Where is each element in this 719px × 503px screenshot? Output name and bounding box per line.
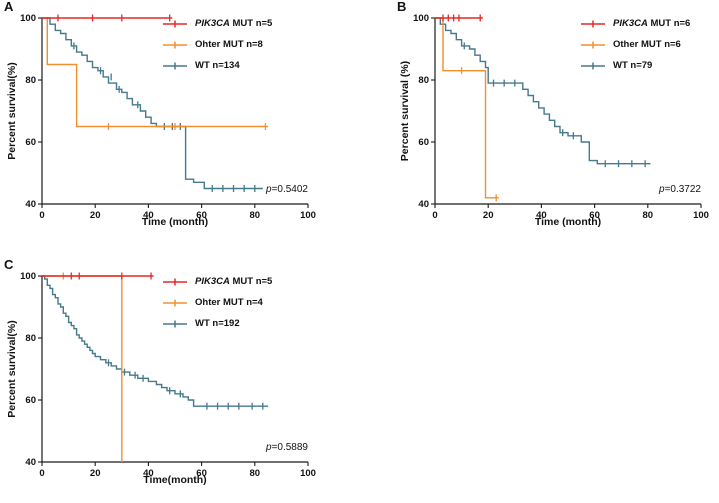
legend-line-icon xyxy=(163,278,187,285)
x-tick-label: 100 xyxy=(300,210,316,221)
p-symbol: p xyxy=(266,184,272,195)
x-tick-label: 40 xyxy=(536,210,547,221)
x-tick-label: 40 xyxy=(143,468,154,479)
x-tick-label: 40 xyxy=(143,210,154,221)
y-tick-label: 60 xyxy=(25,137,36,148)
x-tick-label: 80 xyxy=(250,210,261,221)
km-curve-other xyxy=(435,17,499,199)
p-symbol: p xyxy=(659,184,665,195)
km-plot-C: 0 20 40 60 80 100 40 60 80 100 xyxy=(20,271,316,479)
x-tick-label: 20 xyxy=(90,468,101,479)
p-value: p=0.5402 xyxy=(266,184,308,195)
legend-label: WT n=79 xyxy=(613,60,653,71)
x-tick-label: 60 xyxy=(196,468,207,479)
p-value: p=0.5889 xyxy=(266,442,308,453)
y-tick-label: 100 xyxy=(413,13,429,24)
x-axis-title: Time(month) xyxy=(143,474,207,486)
legend-label: Ohter MUT n=8 xyxy=(195,39,263,50)
legend-item-other: Ohter MUT n=8 xyxy=(162,39,272,50)
panel-C: C 0 20 40 60 80 100 40 60 80 100 Percent survival… xyxy=(2,257,326,503)
x-tick-label: 0 xyxy=(39,210,44,221)
x-axis-title: Time (month) xyxy=(534,216,602,228)
p-number: =0.5402 xyxy=(271,184,308,195)
legend-line-icon xyxy=(163,62,187,69)
x-tick-label: 80 xyxy=(250,468,261,479)
x-tick-label: 0 xyxy=(432,210,437,221)
legend-line-icon xyxy=(163,299,187,306)
y-tick-label: 100 xyxy=(20,13,36,24)
legend-line-icon xyxy=(581,20,605,27)
legend: PIK3CA MUT n=5 Ohter MUT n=8 WT n=134 xyxy=(162,18,272,71)
p-number: =0.5889 xyxy=(271,442,308,453)
x-tick-label: 20 xyxy=(90,210,101,221)
legend-item-wt: WT n=192 xyxy=(162,318,272,329)
legend-label: Other MUT n=6 xyxy=(613,39,681,50)
y-tick-label: 80 xyxy=(25,333,36,344)
legend-item-wt: WT n=79 xyxy=(580,60,690,71)
legend: PIK3CA MUT n=5 Ohter MUT n=4 WT n=192 xyxy=(162,276,272,329)
y-tick-label: 40 xyxy=(25,199,36,210)
panel-label: A xyxy=(4,0,14,14)
panel-label: C xyxy=(4,257,14,272)
x-tick-label: 100 xyxy=(300,468,316,479)
legend-line-icon xyxy=(163,320,187,327)
p-number: =0.3722 xyxy=(664,184,701,195)
legend-item-pik3ca: PIK3CA MUT n=6 xyxy=(580,18,690,29)
legend-line-icon xyxy=(581,62,605,69)
x-tick-label: 60 xyxy=(589,210,600,221)
km-curve-wt xyxy=(42,17,263,190)
legend-item-other: Ohter MUT n=4 xyxy=(162,297,272,308)
y-tick-label: 40 xyxy=(25,457,36,468)
legend-item-pik3ca: PIK3CA MUT n=5 xyxy=(162,276,272,287)
panel-B: B 0 20 40 60 80 100 40 60 80 100 Percent survival… xyxy=(395,0,719,250)
km-curve-wt xyxy=(42,275,269,407)
legend-line-icon xyxy=(163,20,187,27)
y-tick-label: 60 xyxy=(25,395,36,406)
legend-label: Ohter MUT n=4 xyxy=(195,297,263,308)
legend-label: PIK3CA MUT n=6 xyxy=(613,18,691,29)
legend: PIK3CA MUT n=6 Other MUT n=6 WT n=79 xyxy=(580,18,690,71)
legend-label: PIK3CA MUT n=5 xyxy=(195,276,273,287)
x-tick-label: 100 xyxy=(693,210,709,221)
legend-line-icon xyxy=(163,41,187,48)
y-axis-title: Percent survival (%) xyxy=(399,60,411,162)
legend-label: WT n=134 xyxy=(195,60,240,71)
x-tick-label: 20 xyxy=(483,210,494,221)
km-plot-B: 0 20 40 60 80 100 40 60 80 100 xyxy=(413,13,709,221)
panel-A: A 0 20 40 60 80 100 40 60 80 100 Percent survival… xyxy=(2,0,326,250)
panel-label: B xyxy=(397,0,407,14)
p-symbol: p xyxy=(266,442,272,453)
y-tick-label: 100 xyxy=(20,271,36,282)
y-tick-label: 40 xyxy=(418,199,429,210)
km-curve-wt xyxy=(435,17,651,165)
x-axis-title: Time (month) xyxy=(141,216,209,228)
x-tick-label: 0 xyxy=(39,468,44,479)
legend-item-wt: WT n=134 xyxy=(162,60,272,71)
y-tick-label: 80 xyxy=(25,75,36,86)
y-axis-title: Percent survival(%) xyxy=(6,320,18,418)
x-tick-label: 80 xyxy=(643,210,654,221)
legend-label: PIK3CA MUT n=5 xyxy=(195,18,273,29)
p-value: p=0.3722 xyxy=(659,184,701,195)
km-curve-other xyxy=(42,275,123,462)
legend-item-other: Other MUT n=6 xyxy=(580,39,690,50)
legend-line-icon xyxy=(581,41,605,48)
y-tick-label: 60 xyxy=(418,137,429,148)
km-plot-A: 0 20 40 60 80 100 40 60 80 100 xyxy=(20,13,316,221)
legend-label: WT n=192 xyxy=(195,318,240,329)
legend-item-pik3ca: PIK3CA MUT n=5 xyxy=(162,18,272,29)
y-axis-title: Percent survival(%) xyxy=(6,62,18,160)
x-tick-label: 60 xyxy=(196,210,207,221)
y-tick-label: 80 xyxy=(418,75,429,86)
